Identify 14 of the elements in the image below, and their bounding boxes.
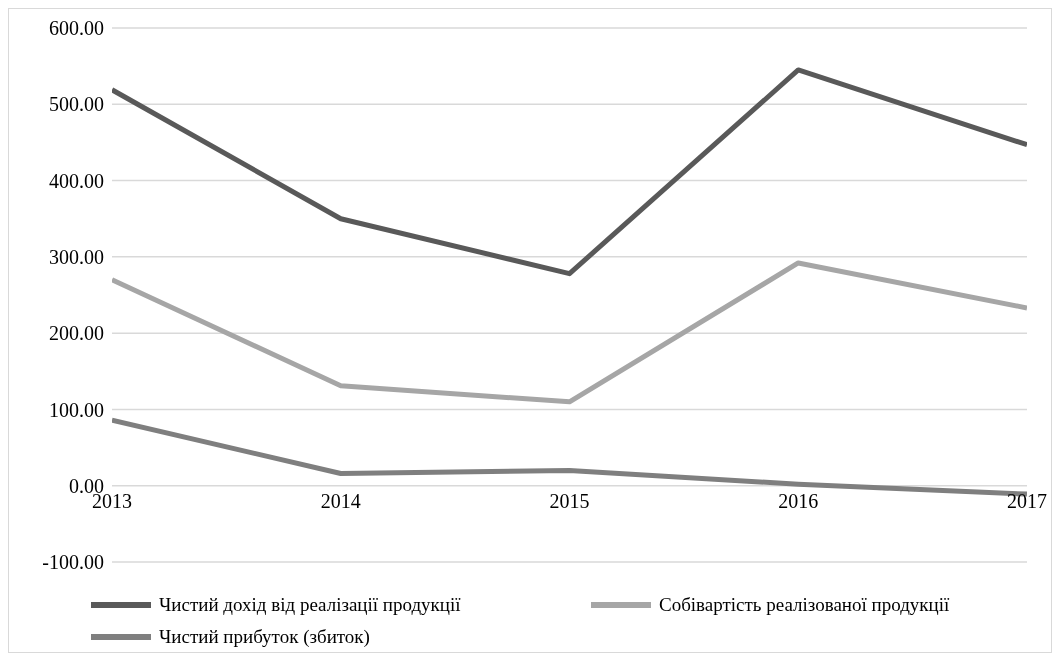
y-tick-label: 600.00 xyxy=(49,17,104,40)
x-tick-label: 2014 xyxy=(320,490,361,512)
x-tick-label: 2016 xyxy=(778,490,819,512)
y-tick-label: 200.00 xyxy=(49,322,104,345)
y-tick-label: -100.00 xyxy=(42,551,104,574)
y-tick-label: 100.00 xyxy=(49,398,104,421)
x-tick-label: 2017 xyxy=(1007,490,1047,512)
x-tick-label: 2015 xyxy=(549,490,590,512)
y-tick-label: 300.00 xyxy=(49,245,104,268)
y-tick-label: 500.00 xyxy=(49,93,104,116)
y-tick-label: 400.00 xyxy=(49,169,104,192)
legend-label: Чистий дохід від реалізації продукції xyxy=(159,594,461,616)
legend-label: Чистий прибуток (збиток) xyxy=(159,626,370,648)
legend-label: Собівартість реалізованої продукції xyxy=(659,594,950,616)
